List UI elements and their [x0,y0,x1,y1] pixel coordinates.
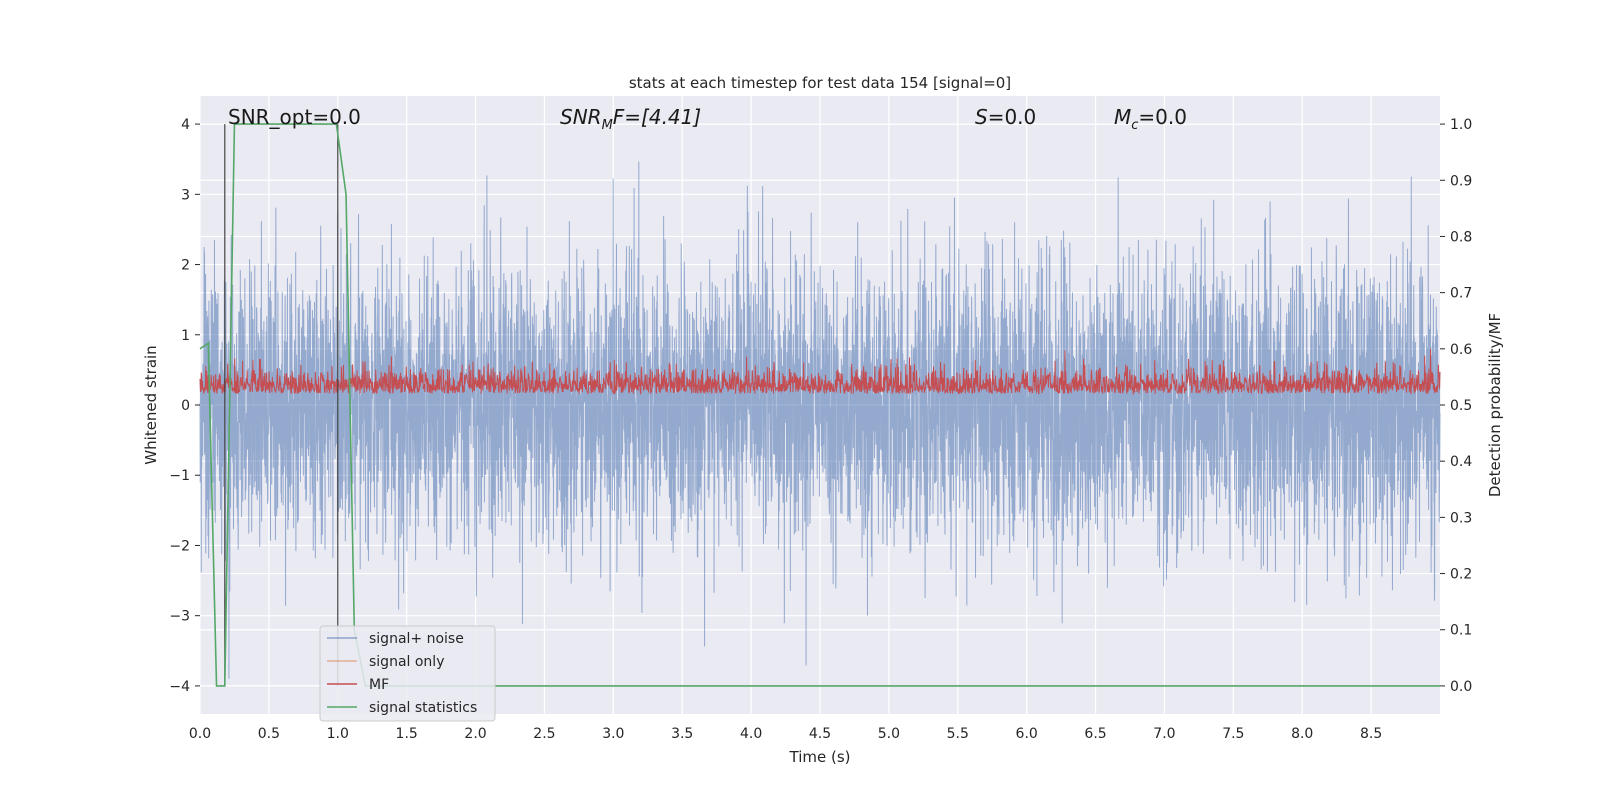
line-signal-noise [199,161,1441,679]
x-axis-ticks: 0.0 0.5 1.0 1.5 2.0 2.5 3.0 3.5 4.0 4.5 5.0 5.5 6.0 6… [189,726,1382,742]
y-tick-label: −3 [169,609,190,625]
y2-tick-label: 0.5 [1450,398,1472,414]
annotation-mc-var: M [1114,105,1131,129]
y-tick-label: 4 [181,117,190,133]
legend: signal+ noise signal only MF signal stat… [319,625,496,722]
y2-tick-label: 1.0 [1450,117,1472,133]
x-tick-label: 4.5 [809,726,831,742]
x-tick-label: 7.0 [1153,726,1175,742]
annotation-snr-opt: SNR_opt=0.0 [228,105,361,129]
x-tick-label: 6.0 [1016,726,1038,742]
series-mf [199,348,1441,396]
x-tick-label: 3.0 [602,726,624,742]
x-tick-label: 5.5 [947,726,969,742]
x-tick-label: 3.5 [671,726,693,742]
x-tick-label: 1.5 [396,726,418,742]
annotation-s: S=0.0 [975,105,1036,129]
y2-tick-label: 0.7 [1450,286,1472,302]
annotation-s-var: S [975,105,988,129]
y2-axis-ticks: 0.0 0.1 0.2 0.3 0.4 0.5 0.6 0.7 0.8 0.9 1.0 [1440,117,1472,695]
annotation-snr-mf-sub: M [602,118,613,133]
x-axis-label: Time (s) [789,748,851,766]
y2-tick-label: 0.1 [1450,623,1472,639]
x-tick-label: 0.5 [258,726,280,742]
annotation-mc-sub: c [1131,118,1138,133]
y2-tick-label: 0.9 [1450,173,1472,189]
x-tick-label: 4.0 [740,726,762,742]
y2-tick-label: 0.8 [1450,229,1472,245]
x-tick-label: 1.0 [327,726,349,742]
legend-label-mf: MF [369,677,389,693]
x-tick-label: 6.5 [1084,726,1106,742]
x-tick-label: 8.0 [1291,726,1313,742]
y-tick-label: −4 [169,679,190,695]
x-tick-label: 5.0 [878,726,900,742]
chart-title: stats at each timestep for test data 154… [629,74,1011,92]
x-tick-label: 7.5 [1222,726,1244,742]
series-signal-noise [199,161,1441,679]
legend-label-signal-statistics: signal statistics [369,700,477,716]
annotation-mc: Mc=0.0 [1114,105,1187,133]
y-tick-label: −2 [169,538,190,554]
annotation-snr-mf: SNRMF=[4.41] [560,105,701,133]
annotation-snr-mf-base: SNR [560,105,602,129]
y2-tick-label: 0.6 [1450,342,1472,358]
line-mf [199,348,1441,396]
y-tick-label: −1 [169,468,190,484]
y2-axis-label: Detection probability/MF [1486,313,1504,497]
y-axis-label: Whitened strain [142,345,160,464]
legend-box [319,625,496,722]
y2-tick-label: 0.0 [1450,679,1472,695]
y-axis-ticks: −4 −3 −2 −1 0 1 2 3 4 [169,117,200,695]
y-tick-label: 3 [181,187,190,203]
y-tick-label: 1 [181,328,190,344]
x-tick-label: 0.0 [189,726,211,742]
x-tick-label: 8.5 [1360,726,1382,742]
annotation-snr-mf-rest: F=[4.41] [613,105,701,129]
annotation-mc-value: =0.0 [1138,105,1187,129]
y-tick-label: 0 [181,398,190,414]
legend-label-signal-noise: signal+ noise [369,631,464,647]
y-tick-label: 2 [181,258,190,274]
x-tick-label: 2.0 [464,726,486,742]
legend-label-signal-only: signal only [369,654,444,670]
y2-tick-label: 0.4 [1450,454,1472,470]
y2-tick-label: 0.2 [1450,567,1472,583]
y2-tick-label: 0.3 [1450,510,1472,526]
vertical-markers [224,124,339,686]
annotation-s-value: =0.0 [988,105,1037,129]
x-tick-label: 2.5 [533,726,555,742]
